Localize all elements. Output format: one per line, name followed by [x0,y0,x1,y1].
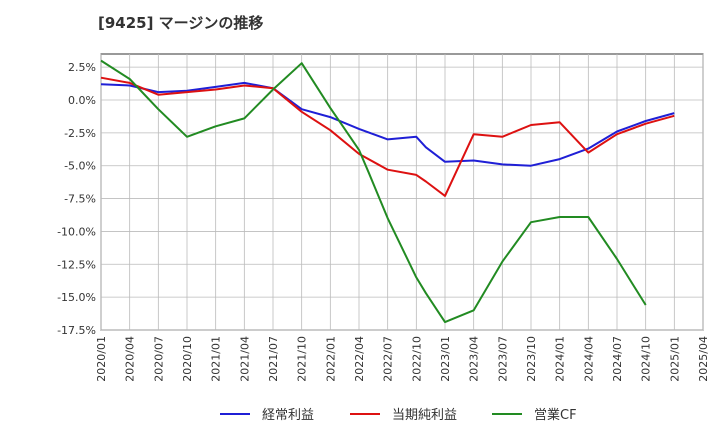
x-tick-label: 2025/04 [697,336,710,382]
x-axis: 2020/01 2020/04 2020/07 2020/10 2021/01 2021/… [95,336,710,382]
series-line [100,59,647,324]
x-tick-label: 2020/04 [124,336,137,382]
y-axis: 2.5% 0.0% -2.5% -5.0% -7.5% -10.0% -12.5% -15.0… [57,61,96,337]
y-tick-label: -5.0% [64,160,96,173]
x-tick-label: 2021/10 [296,336,309,382]
legend-label: 当期純利益 [392,408,457,423]
x-tick-label: 2024/01 [554,336,567,382]
plot-area [100,53,704,331]
x-tick-label: 2022/07 [382,336,395,382]
x-tick-label: 2021/07 [267,336,280,382]
x-tick-label: 2025/01 [668,336,681,382]
x-tick-label: 2020/01 [95,336,108,382]
page-title: [9425] マージンの推移 [98,14,264,32]
x-tick-label: 2022/01 [324,336,337,382]
series-line [100,76,675,197]
legend-label: 営業CF [534,407,577,423]
x-tick-label: 2023/01 [439,336,452,382]
x-tick-label: 2022/04 [353,336,366,382]
y-tick-label: -2.5% [64,127,96,140]
x-tick-label: 2020/10 [181,336,194,382]
x-tick-label: 2024/04 [582,336,595,382]
y-tick-label: -7.5% [64,193,96,206]
x-tick-label: 2024/07 [611,336,624,382]
x-tick-label: 2023/10 [525,336,538,382]
y-tick-label: -12.5% [57,258,96,271]
grid-lines [100,53,704,331]
x-tick-label: 2022/10 [410,336,423,382]
x-tick-label: 2023/04 [468,336,481,382]
series-line [100,81,675,167]
y-tick-label: 0.0% [68,94,96,107]
y-tick-label: -15.0% [57,291,96,304]
legend-label: 経常利益 [262,408,314,423]
y-tick-label: 2.5% [68,61,96,74]
x-tick-label: 2020/07 [152,336,165,382]
series-lines [100,59,675,324]
y-tick-label: -17.5% [57,324,96,337]
legend: 経常利益 当期純利益 営業CF [220,407,577,423]
y-tick-label: -10.0% [57,225,96,238]
x-tick-label: 2021/01 [210,336,223,382]
x-tick-label: 2021/04 [238,336,251,382]
x-tick-label: 2024/10 [640,336,653,382]
x-tick-label: 2023/07 [496,336,509,382]
